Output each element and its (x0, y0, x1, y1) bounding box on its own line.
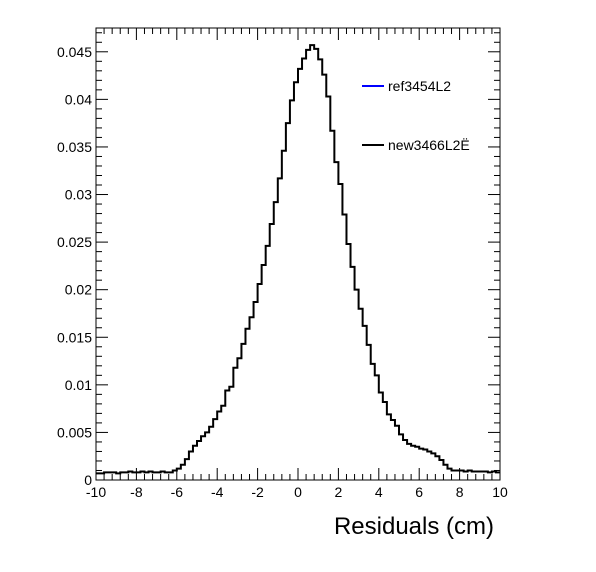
y-tick-label: 0 (84, 472, 92, 488)
y-axis-ticks: 0 0.005 0.01 0.015 0.02 0.025 0.03 0.035 0.04 0.0… (57, 32, 500, 488)
y-tick-label: 0.01 (65, 377, 92, 393)
series-line (96, 44, 500, 475)
x-tick-label: -6 (171, 484, 184, 500)
x-axis-ticks: -10 -8 -6 -4 -2 0 2 4 6 8 10 (86, 28, 508, 500)
y-tick-label: 0.025 (57, 234, 92, 250)
x-tick-label: 10 (492, 484, 508, 500)
y-tick-label: 0.035 (57, 139, 92, 155)
y-tick-label: 0.005 (57, 424, 92, 440)
plot-frame (95, 27, 501, 481)
x-axis-title: Residuals (cm) (334, 513, 494, 540)
x-tick-label: 0 (294, 484, 302, 500)
y-tick-label: 0.03 (65, 187, 92, 203)
x-tick-label: 4 (375, 484, 383, 500)
legend-entry-label: new3466L2Ë (388, 137, 470, 153)
legend-entry-label: ref3454L2 (388, 78, 451, 94)
y-tick-label: 0.015 (57, 329, 92, 345)
x-tick-label: -4 (211, 484, 224, 500)
x-tick-label: 8 (456, 484, 464, 500)
series-group (96, 44, 500, 475)
y-tick-label: 0.02 (65, 282, 92, 298)
x-tick-label: 2 (335, 484, 343, 500)
x-tick-label: -2 (251, 484, 264, 500)
x-tick-label: 6 (415, 484, 423, 500)
y-tick-label: 0.045 (57, 44, 92, 60)
y-tick-label: 0.04 (65, 91, 92, 107)
legend: ref3454L2 new3466L2Ë (362, 78, 470, 153)
x-tick-label: -10 (86, 484, 106, 500)
x-tick-label: -8 (130, 484, 143, 500)
